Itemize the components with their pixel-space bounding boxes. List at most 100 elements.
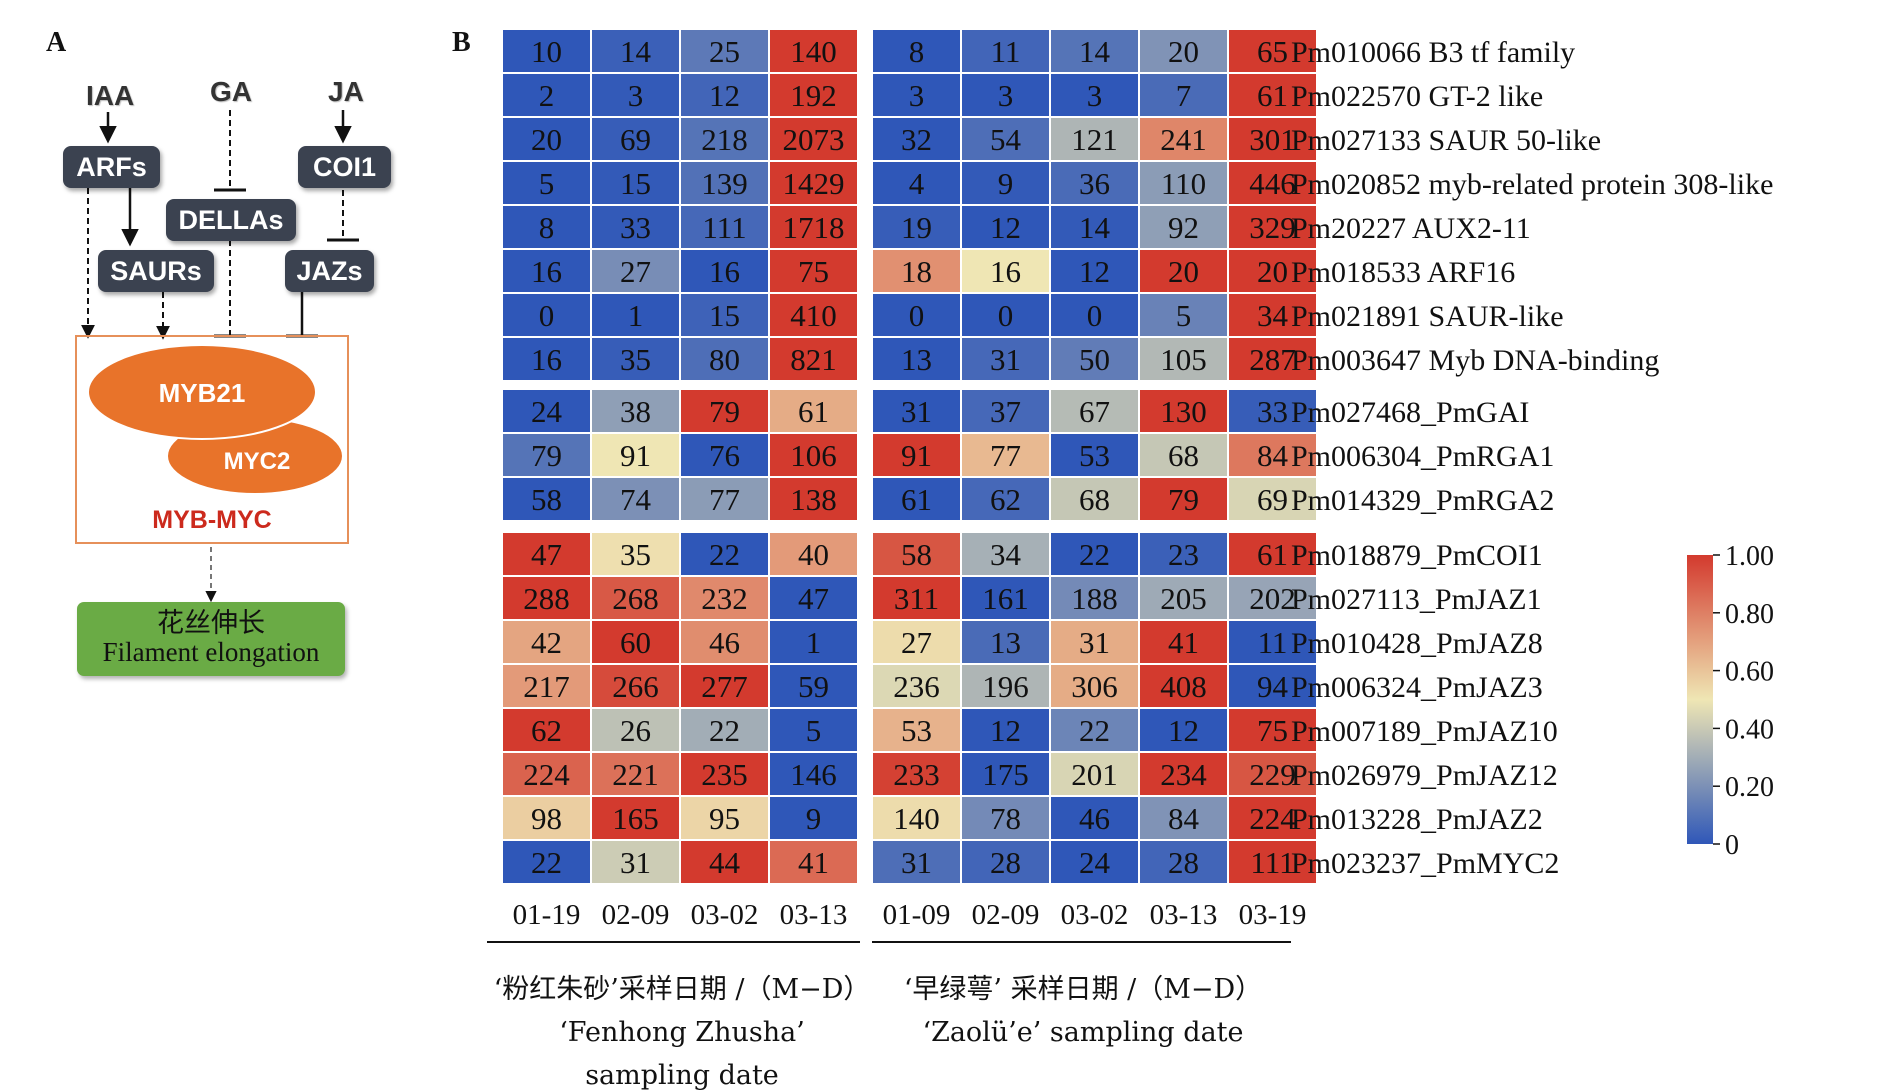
heat-value: 65 xyxy=(1257,34,1288,69)
heat-cell-c0-r2-d3 xyxy=(768,116,859,162)
heat-value: 77 xyxy=(990,438,1021,473)
heat-value: 140 xyxy=(790,34,837,69)
heat-cell-c1-r17-d1 xyxy=(960,795,1051,841)
heat-value: 1 xyxy=(806,625,822,660)
heat-value: 111 xyxy=(1250,845,1294,880)
heat-value: 306 xyxy=(1071,669,1118,704)
sampling-caption: sampling date xyxy=(585,1060,779,1091)
heat-cell-c1-r16-d3 xyxy=(1138,751,1229,797)
heat-value: 408 xyxy=(1160,669,1207,704)
heat-value: 1718 xyxy=(783,210,845,245)
heat-value: 5 xyxy=(539,166,555,201)
heat-cell-c0-r17-d0 xyxy=(501,795,592,841)
heat-cell-c0-r10-d2 xyxy=(679,476,770,522)
heat-cell-c1-r15-d2 xyxy=(1049,707,1140,753)
heat-value: 232 xyxy=(701,581,748,616)
heat-value: 13 xyxy=(990,625,1021,660)
heat-value: 58 xyxy=(531,482,562,517)
hormone-ja: JA xyxy=(328,76,364,107)
heat-cell-c1-r0-d0 xyxy=(871,28,962,74)
heat-cell-c0-r5-d0 xyxy=(501,248,592,294)
hormone-iaa: IAA xyxy=(86,80,135,111)
heat-cell-c0-r14-d1 xyxy=(590,663,681,709)
heat-value: 91 xyxy=(620,438,651,473)
heat-cell-c0-r16-d1 xyxy=(590,751,681,797)
heat-value: 140 xyxy=(893,801,940,836)
heat-cell-c1-r11-d2 xyxy=(1049,531,1140,577)
sampling-caption: ‘Fenhong Zhusha’ xyxy=(559,1017,805,1048)
colorbar xyxy=(1687,555,1713,844)
heat-value: 329 xyxy=(1249,210,1296,245)
heat-cell-c1-r7-d0 xyxy=(871,336,962,382)
heat-value: 20 xyxy=(531,122,562,157)
heat-value: 218 xyxy=(701,122,748,157)
heat-value: 205 xyxy=(1160,581,1207,616)
heat-cell-c1-r17-d2 xyxy=(1049,795,1140,841)
heat-cell-c0-r9-d3 xyxy=(768,432,859,478)
heat-value: 69 xyxy=(1257,482,1288,517)
heat-cell-c1-r7-d2 xyxy=(1049,336,1140,382)
heat-cell-c0-r11-d3 xyxy=(768,531,859,577)
date-label: 01-09 xyxy=(883,899,951,931)
gene-label: Pm010428_PmJAZ8 xyxy=(1291,627,1543,660)
heat-value: 22 xyxy=(709,537,740,572)
heat-cell-c1-r2-d3 xyxy=(1138,116,1229,162)
heat-value: 217 xyxy=(523,669,570,704)
heat-value: 2073 xyxy=(783,122,845,157)
heat-cell-c0-r4-d0 xyxy=(501,204,592,250)
heat-value: 446 xyxy=(1249,166,1296,201)
heat-cell-c1-r14-d2 xyxy=(1049,663,1140,709)
heat-value: 34 xyxy=(1257,298,1289,333)
heat-value: 12 xyxy=(1168,713,1199,748)
heat-cell-c1-r18-d1 xyxy=(960,839,1051,885)
heat-cell-c0-r9-d0 xyxy=(501,432,592,478)
heat-value: 196 xyxy=(982,669,1029,704)
heat-cell-c0-r16-d3 xyxy=(768,751,859,797)
box-arfs: ARFs xyxy=(63,146,160,188)
gene-label: Pm023237_PmMYC2 xyxy=(1291,847,1559,880)
gene-label: Pm014329_PmRGA2 xyxy=(1291,484,1554,517)
heat-cell-c0-r10-d3 xyxy=(768,476,859,522)
heat-value: 16 xyxy=(531,342,562,377)
heat-cell-c0-r5-d3 xyxy=(768,248,859,294)
output-label-zh: 花丝伸长 xyxy=(157,608,265,639)
heat-cell-c0-r18-d1 xyxy=(590,839,681,885)
heat-cell-c0-r7-d1 xyxy=(590,336,681,382)
heat-cell-c1-r13-d4 xyxy=(1227,619,1318,665)
heat-cell-c0-r7-d3 xyxy=(768,336,859,382)
heat-cell-c1-r7-d4 xyxy=(1227,336,1318,382)
date-label: 02-09 xyxy=(602,899,670,931)
heat-value: 79 xyxy=(531,438,562,473)
heat-value: 111 xyxy=(702,210,746,245)
date-label: 03-02 xyxy=(1061,899,1129,931)
sampling-caption: ‘早绿萼’ 采样日期 /（M−D） xyxy=(904,974,1262,1005)
heat-value: 12 xyxy=(1079,254,1110,289)
heat-value: 0 xyxy=(1087,298,1103,333)
heat-cell-c0-r6-d0 xyxy=(501,292,592,338)
heat-value: 130 xyxy=(1160,394,1207,429)
date-label: 02-09 xyxy=(972,899,1040,931)
heat-value: 33 xyxy=(620,210,651,245)
heat-value: 16 xyxy=(709,254,740,289)
gene-label: Pm027113_PmJAZ1 xyxy=(1291,583,1542,616)
panel-b-label: B xyxy=(452,27,471,58)
sampling-caption: ‘Zaolü’e’ sampling date xyxy=(922,1017,1243,1048)
heat-value: 14 xyxy=(1079,34,1111,69)
heat-value: 33 xyxy=(1257,394,1288,429)
heat-value: 59 xyxy=(798,669,829,704)
heat-value: 77 xyxy=(709,482,740,517)
heat-cell-c1-r16-d1 xyxy=(960,751,1051,797)
gene-label: Pm006304_PmRGA1 xyxy=(1291,440,1554,473)
heat-value: 1 xyxy=(628,298,644,333)
heat-value: 75 xyxy=(1257,713,1288,748)
heat-value: 229 xyxy=(1249,757,1296,792)
myb-myc-frame xyxy=(75,335,349,544)
heat-value: 18 xyxy=(901,254,932,289)
heat-cell-c0-r18-d3 xyxy=(768,839,859,885)
heat-cell-c0-r12-d0 xyxy=(501,575,592,621)
heat-cell-c1-r11-d4 xyxy=(1227,531,1318,577)
heat-cell-c0-r3-d0 xyxy=(501,160,592,206)
heat-value: 16 xyxy=(531,254,562,289)
heat-value: 235 xyxy=(701,757,748,792)
heat-value: 188 xyxy=(1071,581,1118,616)
